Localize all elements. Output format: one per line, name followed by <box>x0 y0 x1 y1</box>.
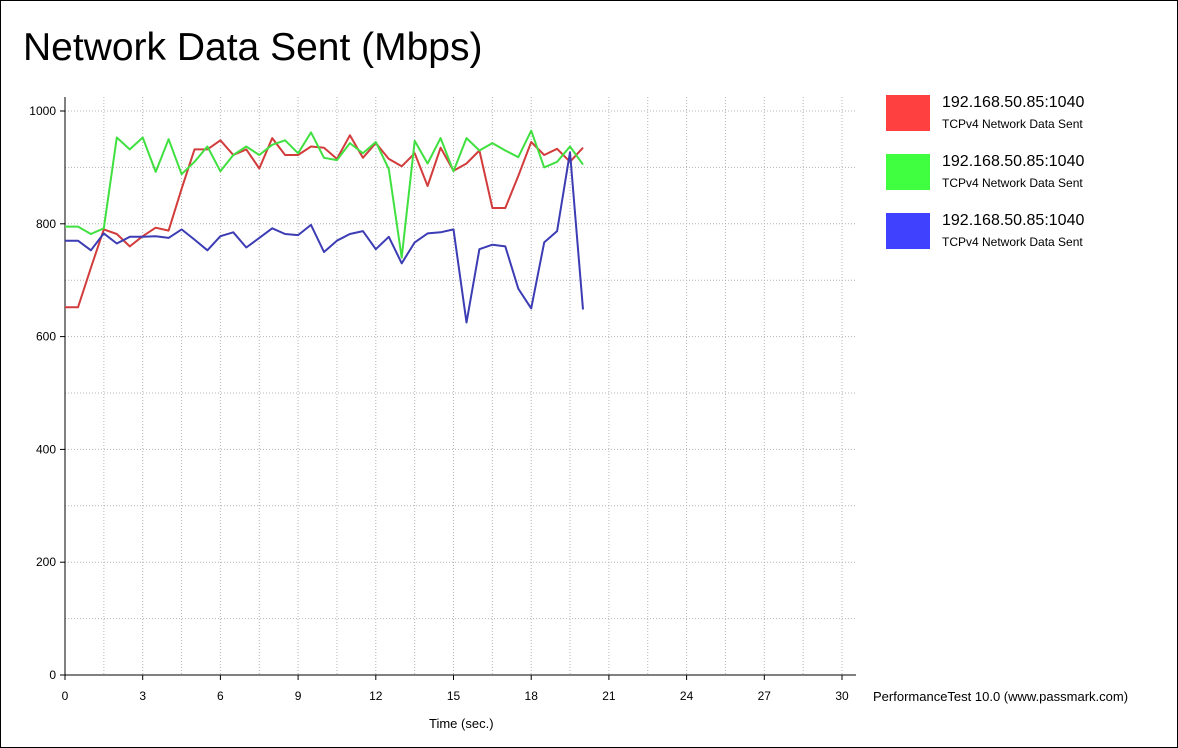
x-tick-label: 24 <box>680 689 694 703</box>
y-tick-label: 800 <box>36 217 56 231</box>
x-axis-label: Time (sec.) <box>429 716 494 731</box>
series-line-1 <box>65 134 584 309</box>
legend-swatch <box>886 95 930 131</box>
y-tick-label: 0 <box>49 668 56 682</box>
legend-series-subtitle: TCPv4 Network Data Sent <box>942 176 1083 190</box>
x-tick-label: 30 <box>835 689 849 703</box>
legend-item: 192.168.50.85:1040 TCPv4 Network Data Sen… <box>886 212 1176 253</box>
legend-item: 192.168.50.85:1040 TCPv4 Network Data Sen… <box>886 153 1176 194</box>
x-tick-label: 18 <box>525 689 539 703</box>
legend-series-name: 192.168.50.85:1040 <box>942 212 1085 229</box>
chart-title: Network Data Sent (Mbps) <box>23 26 483 69</box>
legend-swatch <box>886 154 930 190</box>
legend-series-name: 192.168.50.85:1040 <box>942 94 1085 111</box>
legend-item: 192.168.50.85:1040 TCPv4 Network Data Sen… <box>886 94 1176 135</box>
x-tick-label: 12 <box>369 689 383 703</box>
axes: 0 200 400 600 800 1000 0 3 6 9 12 15 18 21 24 27 30 <box>29 97 856 703</box>
legend-swatch <box>886 213 930 249</box>
legend-series-subtitle: TCPv4 Network Data Sent <box>942 117 1083 131</box>
x-tick-label: 9 <box>295 689 302 703</box>
series-line-2 <box>65 129 584 259</box>
footer-credit: PerformanceTest 10.0 (www.passmark.com) <box>873 689 1129 704</box>
x-tick-label: 27 <box>758 689 772 703</box>
y-tick-label: 200 <box>36 555 56 569</box>
x-tick-label: 21 <box>602 689 616 703</box>
x-tick-label: 15 <box>447 689 461 703</box>
y-tick-label: 600 <box>36 330 56 344</box>
x-tick-label: 3 <box>139 689 146 703</box>
series-lines <box>65 129 584 324</box>
legend-series-name: 192.168.50.85:1040 <box>942 153 1085 170</box>
grid-lines <box>65 97 856 675</box>
legend-series-subtitle: TCPv4 Network Data Sent <box>942 235 1083 249</box>
y-tick-label: 1000 <box>29 104 56 118</box>
series-line-3 <box>65 151 584 324</box>
x-tick-label: 0 <box>62 689 69 703</box>
y-tick-label: 400 <box>36 442 56 456</box>
x-tick-label: 6 <box>217 689 224 703</box>
